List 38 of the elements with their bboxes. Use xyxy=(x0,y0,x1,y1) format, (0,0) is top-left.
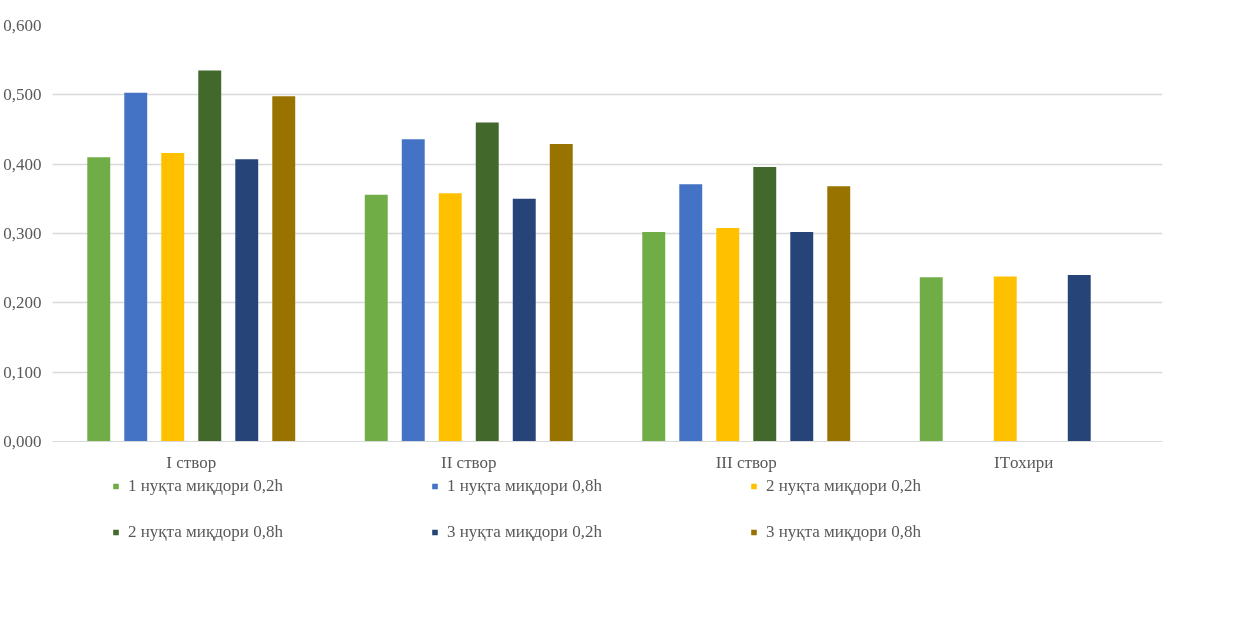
y-tick-label: 0,400 xyxy=(3,154,42,174)
bar xyxy=(827,186,851,442)
bar xyxy=(993,276,1017,442)
legend-label: 1 нуқта миқдори 0,8h xyxy=(446,476,603,496)
bar xyxy=(549,144,573,442)
bar xyxy=(790,232,814,442)
bar xyxy=(642,232,666,442)
legend-label: 2 нуқта миқдори 0,8h xyxy=(127,522,284,542)
bar xyxy=(475,122,499,442)
bar xyxy=(198,70,222,442)
y-tick-label: 0,000 xyxy=(3,432,42,451)
bar xyxy=(401,139,425,442)
y-tick-label: 0,300 xyxy=(3,224,42,243)
bar xyxy=(87,157,111,442)
bar xyxy=(716,227,740,442)
x-tick-label: II створ xyxy=(441,452,497,472)
legend-label: 3 нуқта миқдори 0,2h xyxy=(446,522,603,542)
bar xyxy=(753,166,777,442)
bar xyxy=(235,159,259,442)
y-tick-label: 0,100 xyxy=(3,362,42,382)
bar xyxy=(1067,275,1091,442)
bar xyxy=(919,277,943,442)
bar xyxy=(124,92,148,442)
y-tick-label: 0,600 xyxy=(3,16,42,35)
bar xyxy=(679,184,703,442)
y-tick-label: 0,200 xyxy=(3,293,42,313)
x-tick-label: III створ xyxy=(715,452,777,472)
bar xyxy=(161,153,185,442)
bar xyxy=(512,198,536,442)
x-tick-label: I створ xyxy=(166,452,217,472)
legend-label: 2 нуқта миқдори 0,2h xyxy=(765,476,922,496)
y-tick-label: 0,500 xyxy=(3,85,42,105)
bar xyxy=(438,193,462,442)
x-tick-label: ITохири xyxy=(994,452,1054,472)
legend-label: 3 нуқта миқдори 0,8h xyxy=(765,522,922,542)
legend-label: 1 нуқта миқдори 0,2h xyxy=(127,476,284,496)
bar xyxy=(364,194,388,442)
bar xyxy=(272,96,296,442)
